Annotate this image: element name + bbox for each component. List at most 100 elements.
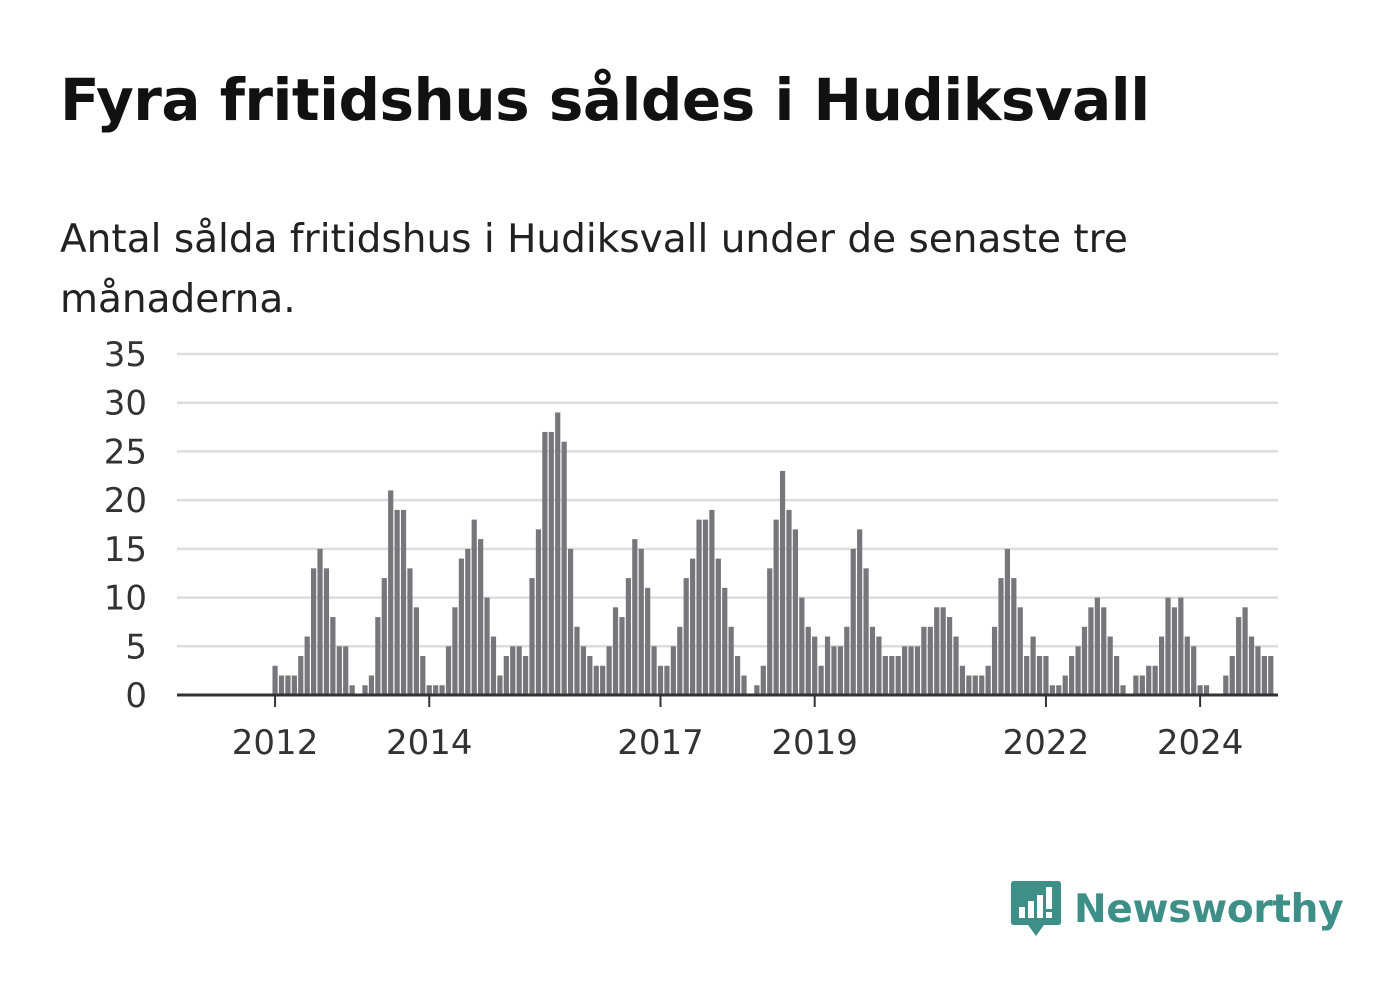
- bar: [979, 675, 985, 695]
- bar: [1043, 656, 1049, 695]
- bar: [805, 626, 811, 695]
- bar: [580, 646, 587, 695]
- bar: [1030, 636, 1036, 695]
- bar: [683, 578, 689, 695]
- bar: [593, 665, 599, 695]
- chart-subtitle: Antal sålda fritidshus i Hudiksvall unde…: [60, 217, 1128, 322]
- bar: [844, 626, 850, 695]
- x-tick-label: 2019: [771, 723, 858, 763]
- bar: [343, 646, 349, 695]
- bar: [953, 636, 959, 695]
- bar: [445, 646, 452, 695]
- bar: [1158, 636, 1165, 695]
- annotations: 4: [1266, 0, 1288, 9]
- bar: [1114, 656, 1120, 695]
- y-axis-ticks: 0 5 10 15 20 25 30 35: [104, 335, 147, 716]
- bar: [767, 568, 773, 695]
- chart-title: Fyra fritidshus såldes i Hudiksvall: [60, 66, 1150, 134]
- bar: [1036, 656, 1043, 695]
- bar: [985, 665, 991, 695]
- bar: [625, 578, 631, 695]
- bar: [1120, 685, 1126, 695]
- y-tick-label: 20: [104, 481, 147, 521]
- bar: [535, 529, 542, 695]
- bar: [420, 656, 426, 695]
- bar: [857, 529, 863, 695]
- bar: [394, 509, 400, 695]
- bar: [850, 548, 856, 695]
- bar: [272, 665, 278, 695]
- bar: [946, 617, 953, 695]
- bar: [837, 646, 843, 695]
- bar: [786, 509, 792, 695]
- y-tick-label: 0: [125, 676, 147, 716]
- bar: [1184, 636, 1190, 695]
- bar: [831, 646, 837, 695]
- bar: [388, 490, 394, 695]
- bar: [1139, 675, 1145, 695]
- bar: [889, 656, 895, 695]
- bar: [869, 626, 876, 695]
- bar: [362, 685, 368, 695]
- bar: [882, 656, 888, 695]
- y-tick-label: 25: [104, 432, 147, 472]
- bar: [998, 578, 1004, 695]
- bar: [1094, 597, 1100, 695]
- bar: [587, 656, 593, 695]
- bar: [824, 636, 831, 695]
- bar: [317, 548, 323, 695]
- bar: [311, 568, 317, 695]
- bar: [285, 675, 291, 695]
- bar: [927, 626, 933, 695]
- bar: [792, 529, 799, 695]
- bar: [779, 470, 786, 695]
- bar: [645, 587, 651, 695]
- bar: [1081, 626, 1088, 695]
- bar: [902, 646, 908, 695]
- bar: [439, 685, 445, 695]
- y-tick-label: 5: [125, 627, 147, 667]
- bar: [542, 431, 548, 695]
- bar: [799, 597, 805, 695]
- bar: [574, 626, 580, 695]
- bar: [407, 568, 413, 695]
- bar: [760, 665, 766, 695]
- bar: [375, 617, 381, 695]
- bar: [722, 587, 728, 695]
- x-tick-label: 2022: [1003, 723, 1090, 763]
- bar: [1146, 665, 1152, 695]
- bar: [400, 509, 407, 695]
- bar: [670, 646, 676, 695]
- bar: [490, 636, 497, 695]
- bar-chart-speech-icon: [1011, 881, 1061, 936]
- bar: [728, 626, 734, 695]
- x-tick-label: 2024: [1157, 723, 1244, 763]
- x-tick-label: 2012: [232, 723, 319, 763]
- bar: [1069, 656, 1075, 695]
- bar: [555, 412, 561, 695]
- bar: [349, 685, 355, 695]
- y-tick-label: 30: [104, 384, 147, 424]
- bar: [523, 656, 529, 695]
- bar: [638, 548, 644, 695]
- bar: [632, 539, 638, 695]
- bar: [619, 617, 625, 695]
- bar: [471, 519, 477, 695]
- bar: [1075, 646, 1081, 695]
- bar: [1248, 636, 1255, 695]
- last-value-label: 4: [1266, 0, 1288, 9]
- bar: [863, 568, 869, 695]
- bar: [330, 617, 336, 695]
- bar: [651, 646, 657, 695]
- bar: [702, 519, 709, 695]
- bar: [664, 665, 670, 695]
- bar: [991, 626, 998, 695]
- bar: [465, 548, 471, 695]
- bar: [600, 665, 606, 695]
- bar: [478, 539, 484, 695]
- bar: [368, 675, 375, 695]
- bar: [754, 685, 760, 695]
- bar: [1242, 607, 1248, 695]
- bar: [1197, 685, 1203, 695]
- x-tick-label: 2014: [386, 723, 473, 763]
